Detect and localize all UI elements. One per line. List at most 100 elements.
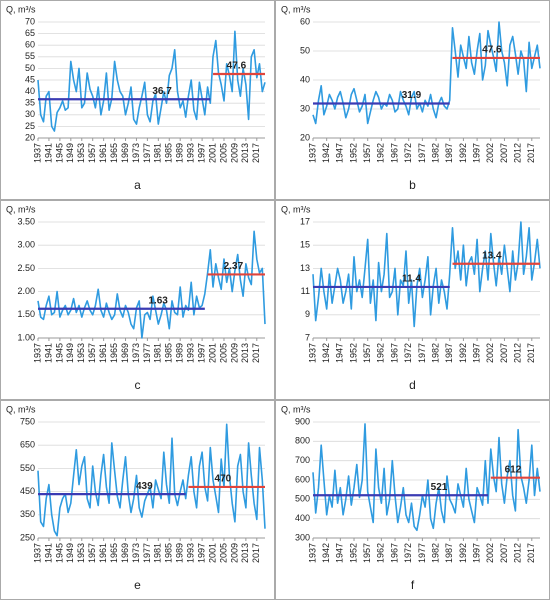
x-tick-label: 1945 xyxy=(54,343,64,363)
chart-panel: Q, m³/s 7 9 11 13 15 17 1937 1942 1947 1952 1957 196… xyxy=(275,200,550,400)
y-tick-label: 450 xyxy=(20,486,35,496)
y-tick-label: 30 xyxy=(300,103,310,113)
x-tick-label: 1997 xyxy=(471,543,481,563)
x-tick-label: 1997 xyxy=(196,143,206,163)
x-tick-label: 1957 xyxy=(362,343,372,363)
x-tick-label: 1969 xyxy=(120,143,130,163)
panel-border xyxy=(0,200,275,400)
x-tick-label: 1942 xyxy=(321,143,331,163)
x-tick-label: 2017 xyxy=(251,543,261,563)
x-tick-label: 1942 xyxy=(321,343,331,363)
x-tick-label: 2007 xyxy=(499,343,509,363)
mean-label: 13.4 xyxy=(482,250,502,261)
y-tick-label: 500 xyxy=(295,494,310,504)
x-tick-label: 2001 xyxy=(207,343,217,363)
x-tick-label: 2005 xyxy=(218,143,228,163)
x-tick-label: 1937 xyxy=(307,343,317,363)
x-tick-label: 2017 xyxy=(251,343,261,363)
y-axis-label: Q, m³/s xyxy=(281,404,311,414)
y-tick-label: 650 xyxy=(20,440,35,450)
x-tick-label: 1957 xyxy=(87,343,97,363)
x-tick-label: 1962 xyxy=(376,143,386,163)
panel-letter: a xyxy=(134,178,141,192)
x-tick-label: 1992 xyxy=(458,343,468,363)
x-tick-label: 1972 xyxy=(403,543,413,563)
x-tick-label: 1945 xyxy=(54,543,64,563)
x-tick-label: 2017 xyxy=(251,143,261,163)
mean-label: 47.6 xyxy=(482,45,502,56)
data-line xyxy=(37,230,266,339)
x-tick-label: 1967 xyxy=(389,343,399,363)
x-tick-label: 2009 xyxy=(229,343,239,363)
x-tick-label: 1982 xyxy=(430,343,440,363)
mean-label: 36.7 xyxy=(152,86,172,97)
x-tick-label: 2012 xyxy=(512,343,522,363)
x-tick-label: 1965 xyxy=(109,343,119,363)
x-tick-label: 1937 xyxy=(307,143,317,163)
y-tick-label: 35 xyxy=(25,98,35,108)
x-tick-label: 1977 xyxy=(142,143,152,163)
data-line xyxy=(312,423,541,532)
x-tick-label: 1982 xyxy=(430,143,440,163)
x-tick-label: 2017 xyxy=(526,543,536,563)
x-tick-label: 1953 xyxy=(76,343,86,363)
y-tick-label: 2.50 xyxy=(17,263,35,273)
x-tick-label: 2012 xyxy=(512,543,522,563)
x-tick-label: 1992 xyxy=(458,543,468,563)
x-tick-label: 1952 xyxy=(348,543,358,563)
y-tick-label: 25 xyxy=(25,121,35,131)
x-tick-label: 1965 xyxy=(109,543,119,563)
y-tick-label: 70 xyxy=(25,16,35,26)
x-tick-label: 1981 xyxy=(153,143,163,163)
x-tick-label: 1937 xyxy=(32,343,42,363)
y-tick-label: 20 xyxy=(25,132,35,142)
x-tick-label: 1997 xyxy=(196,543,206,563)
x-tick-label: 2009 xyxy=(229,143,239,163)
x-tick-label: 1969 xyxy=(120,543,130,563)
x-tick-label: 2007 xyxy=(499,543,509,563)
x-tick-label: 1953 xyxy=(76,543,86,563)
x-tick-label: 1967 xyxy=(389,543,399,563)
x-tick-label: 1973 xyxy=(131,343,141,363)
x-tick-label: 1941 xyxy=(43,543,53,563)
mean-label: 521 xyxy=(431,482,448,493)
x-tick-label: 1981 xyxy=(153,543,163,563)
x-tick-label: 2002 xyxy=(485,543,495,563)
x-tick-label: 1993 xyxy=(186,343,196,363)
x-tick-label: 1967 xyxy=(389,143,399,163)
mean-label: 47.6 xyxy=(227,61,247,72)
x-tick-label: 1985 xyxy=(164,143,174,163)
x-tick-label: 2002 xyxy=(485,343,495,363)
x-tick-label: 1952 xyxy=(348,343,358,363)
x-tick-label: 1947 xyxy=(335,143,345,163)
x-tick-label: 1977 xyxy=(417,343,427,363)
y-tick-label: 300 xyxy=(295,532,310,542)
x-tick-label: 1962 xyxy=(376,343,386,363)
y-tick-label: 800 xyxy=(295,436,310,446)
x-tick-label: 1989 xyxy=(175,143,185,163)
y-tick-label: 40 xyxy=(25,86,35,96)
panel-letter: d xyxy=(409,378,416,392)
x-tick-label: 1987 xyxy=(444,543,454,563)
x-tick-label: 1961 xyxy=(98,343,108,363)
panel-letter: c xyxy=(135,378,141,392)
x-tick-label: 1977 xyxy=(417,143,427,163)
y-tick-label: 1.00 xyxy=(17,332,35,342)
y-tick-label: 3.00 xyxy=(17,240,35,250)
y-tick-label: 40 xyxy=(300,74,310,84)
x-tick-label: 1989 xyxy=(175,343,185,363)
panel-letter: b xyxy=(409,178,416,192)
y-tick-label: 55 xyxy=(25,51,35,61)
y-tick-label: 1.50 xyxy=(17,309,35,319)
x-tick-label: 2012 xyxy=(512,143,522,163)
x-tick-label: 1941 xyxy=(43,343,53,363)
x-tick-label: 1985 xyxy=(164,543,174,563)
y-tick-label: 15 xyxy=(300,240,310,250)
mean-label: 2.37 xyxy=(224,261,244,272)
x-tick-label: 1949 xyxy=(65,343,75,363)
x-tick-label: 1941 xyxy=(43,143,53,163)
x-tick-label: 2001 xyxy=(207,543,217,563)
y-tick-label: 50 xyxy=(25,63,35,73)
